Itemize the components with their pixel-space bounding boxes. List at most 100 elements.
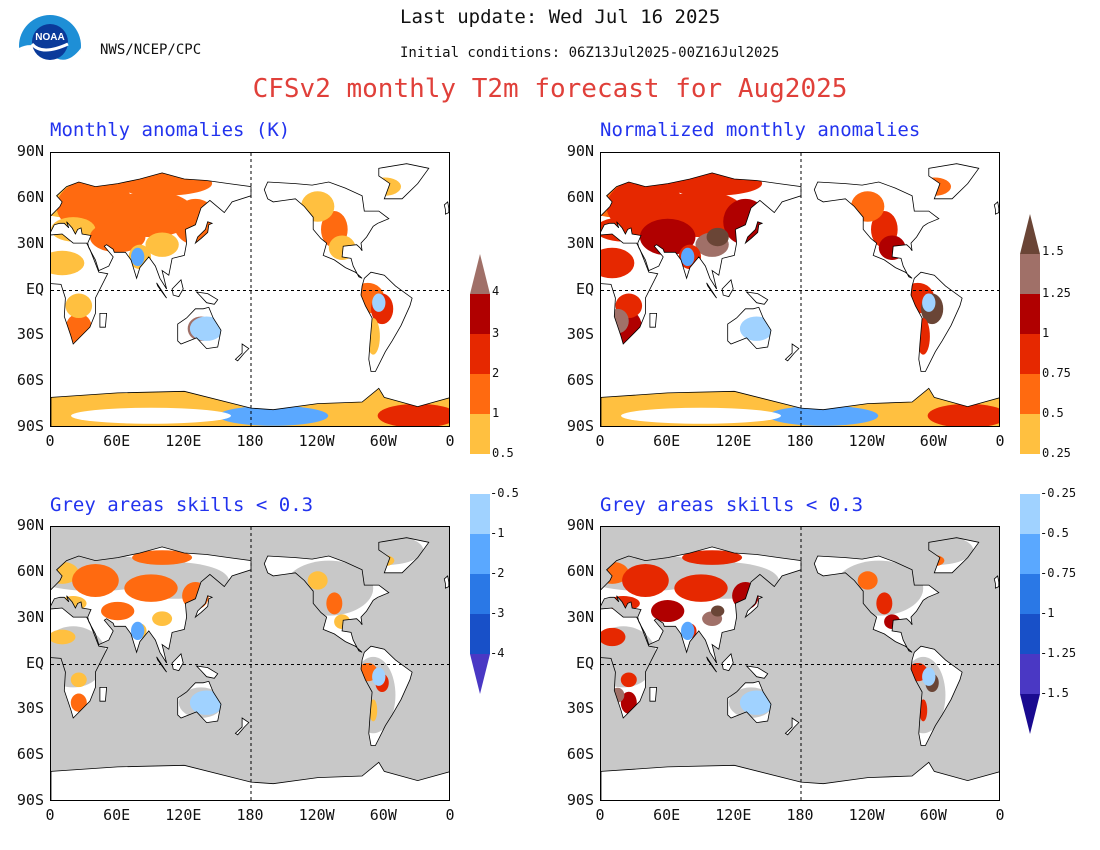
last-update-text: Last update: Wed Jul 16 2025 <box>400 6 721 28</box>
coastline <box>784 717 800 736</box>
coastline <box>721 278 734 298</box>
colorbar-label: 1 <box>1042 326 1050 340</box>
colorbar-segment <box>470 294 490 334</box>
coastline <box>360 271 413 372</box>
lon-label: 120E <box>715 432 752 450</box>
coastline <box>51 387 449 426</box>
lat-label: 30N <box>566 607 594 626</box>
coastline <box>706 282 717 299</box>
panel-title-normalized-anomalies: Normalized monthly anomalies <box>600 119 921 141</box>
lat-label: EQ <box>25 653 44 672</box>
colorbar-segment <box>1020 254 1040 294</box>
coastline <box>51 172 252 290</box>
map-canvas <box>51 527 449 800</box>
colorbar-top-arrow <box>1020 214 1040 254</box>
colorbar-label: 3 <box>492 326 500 340</box>
lon-label: 60E <box>103 806 131 824</box>
colorbar-label: -1 <box>490 526 505 540</box>
colorbar-segment <box>1020 294 1040 334</box>
warm-anomaly-area <box>651 600 685 623</box>
lon-label: 0 <box>595 806 605 824</box>
coastline <box>784 343 800 362</box>
cool-anomaly-area <box>681 621 695 641</box>
coastline <box>378 163 430 200</box>
coastline <box>649 313 658 328</box>
map-normalized-anomalies <box>600 152 1000 427</box>
warm-anomaly-area <box>51 250 85 276</box>
lon-label: 60W <box>919 432 947 450</box>
noaa-logo: NOAA <box>18 14 82 79</box>
colorbar-label: -1 <box>1040 606 1055 620</box>
warm-anomaly-area <box>65 293 93 318</box>
map-canvas <box>51 153 449 426</box>
cool-anomaly-area <box>739 690 774 715</box>
lat-label: 90S <box>16 791 44 809</box>
lat-label: 90N <box>566 142 594 160</box>
coastline <box>99 687 108 702</box>
warm-anomaly-area <box>674 574 728 602</box>
panel-title-skill-right: Grey areas skills < 0.3 <box>600 494 864 516</box>
colorbar-label: 0.25 <box>1042 446 1071 460</box>
coastline <box>744 221 764 245</box>
colorbar-bottom-arrow <box>470 654 490 694</box>
cool-anomaly-area <box>189 316 224 341</box>
lat-label: 60N <box>566 561 594 580</box>
coastline <box>51 546 252 664</box>
colorbar-segment <box>470 414 490 454</box>
lon-label: 60E <box>653 806 681 824</box>
warm-anomaly-area <box>307 571 328 590</box>
coastline <box>649 687 658 702</box>
coastline <box>928 537 980 574</box>
coastline <box>194 595 214 619</box>
panel-title-skill-left: Grey areas skills < 0.3 <box>50 494 314 516</box>
colorbar-label: 0.5 <box>492 446 514 460</box>
coastline <box>745 665 769 679</box>
coastline <box>744 595 764 619</box>
lon-label: 180 <box>236 806 264 824</box>
coastline <box>910 645 963 746</box>
coastline <box>263 555 390 653</box>
warm-anomaly-area <box>152 611 173 626</box>
lon-label: 60W <box>919 806 947 824</box>
lon-label: 0 <box>445 432 455 450</box>
lon-label: 60W <box>369 806 397 824</box>
coastline <box>51 761 449 800</box>
coastline <box>360 645 413 746</box>
cool-anomaly-area <box>372 293 386 312</box>
colorbar-segment <box>470 534 490 574</box>
coastline <box>51 607 109 719</box>
colorbar-label: 1.25 <box>1042 286 1071 300</box>
antarctic-cool-anomaly <box>218 405 329 426</box>
warm-anomaly-area <box>876 592 893 615</box>
coastline <box>601 761 999 800</box>
warm-anomaly-area <box>101 601 135 621</box>
colorbar-label: -0.5 <box>1040 526 1069 540</box>
lon-label: 120E <box>165 806 202 824</box>
initial-conditions-text: Initial conditions: 06Z13Jul2025-00Z16Ju… <box>400 45 780 61</box>
coastline <box>443 201 449 215</box>
coastline <box>234 343 250 362</box>
colorbar-anomalies: 4 3 2 1 0.5 -0.5 -1 -2 -3 -4 <box>470 254 519 698</box>
warm-anomaly-area <box>72 563 119 597</box>
lon-label: 60W <box>369 432 397 450</box>
colorbar-label: -3 <box>490 606 505 620</box>
lat-label: EQ <box>575 653 594 672</box>
coastline <box>813 181 940 279</box>
lon-label: 180 <box>786 432 814 450</box>
coastline <box>601 233 659 345</box>
lat-label: 60S <box>16 745 44 764</box>
lon-label: 60E <box>103 432 131 450</box>
colorbar-label: -0.75 <box>1040 566 1077 580</box>
colorbar-segment <box>1020 614 1040 654</box>
colorbar-label: -1.5 <box>1040 686 1069 700</box>
warm-anomaly-area <box>682 550 743 565</box>
warm-anomaly-area <box>620 672 637 688</box>
warm-anomaly-area <box>124 574 178 602</box>
main-title: CFSv2 monthly T2m forecast for Aug2025 <box>252 74 848 104</box>
coastline <box>721 652 734 672</box>
lat-label: 60N <box>566 187 594 206</box>
lon-label: 60E <box>653 432 681 450</box>
warm-anomaly-area <box>601 627 626 647</box>
coastline <box>263 181 390 279</box>
coastline <box>171 278 184 298</box>
